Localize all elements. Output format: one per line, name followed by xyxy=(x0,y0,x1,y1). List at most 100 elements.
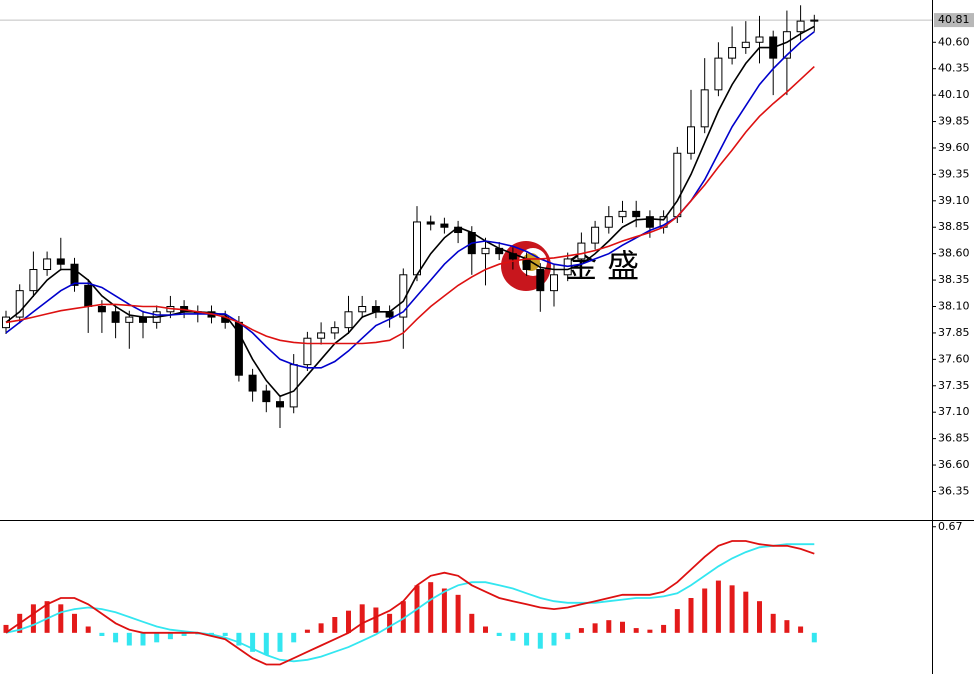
histogram-bar xyxy=(674,609,680,633)
histogram-bar xyxy=(743,591,749,633)
candle-body xyxy=(56,258,65,265)
y-tick-label: 39.60 xyxy=(938,141,970,154)
histogram-bar xyxy=(592,623,598,633)
histogram-bar xyxy=(441,588,447,633)
histogram-bar xyxy=(798,626,804,633)
candle-body xyxy=(413,221,421,276)
y-tick-label: 40.60 xyxy=(938,35,970,48)
histogram-bar xyxy=(263,632,269,655)
candle-body xyxy=(700,89,709,128)
histogram-bar xyxy=(757,601,762,633)
candle-body xyxy=(755,36,764,43)
candle-body xyxy=(371,306,380,313)
histogram-bar xyxy=(428,582,434,633)
histogram-bar xyxy=(304,629,310,633)
candle-body xyxy=(97,306,106,313)
histogram-bar xyxy=(620,621,625,633)
candle-body xyxy=(714,57,723,91)
histogram-bar xyxy=(113,632,119,643)
candle-body xyxy=(262,390,271,403)
y-tick-label: 36.85 xyxy=(938,432,970,445)
y-tick-label: 36.60 xyxy=(938,458,970,471)
candle-body xyxy=(782,31,791,59)
candle-body xyxy=(741,41,750,49)
histogram-bar xyxy=(770,613,776,633)
histogram-bar xyxy=(277,632,283,652)
candle-body xyxy=(426,221,435,225)
candle-body xyxy=(728,47,737,59)
candle-body xyxy=(550,274,558,292)
candle-body xyxy=(618,210,627,218)
histogram-bar xyxy=(332,617,338,633)
histogram-bar xyxy=(496,632,502,636)
histogram-bar xyxy=(346,610,351,633)
y-tick-label: 38.60 xyxy=(938,247,970,260)
moving-average xyxy=(5,25,815,398)
candle-body xyxy=(577,242,586,260)
histogram-bar xyxy=(85,626,91,633)
histogram-bar xyxy=(58,604,64,633)
candle-body xyxy=(276,401,284,408)
y-tick-label: 0.67 xyxy=(938,520,963,533)
candle-body xyxy=(536,269,545,292)
histogram-bar xyxy=(99,632,105,636)
macd-line xyxy=(5,543,815,663)
candle-body xyxy=(317,332,326,339)
histogram-bar xyxy=(181,632,187,636)
candle-body xyxy=(810,19,819,22)
macd-line xyxy=(5,540,815,666)
histogram-bar xyxy=(483,626,488,633)
histogram-bar xyxy=(524,632,530,646)
candle-body xyxy=(604,216,613,228)
candle-body xyxy=(289,364,298,408)
candle-body xyxy=(481,247,490,255)
candle-body xyxy=(673,152,682,218)
candle-body xyxy=(645,216,654,228)
histogram-bar xyxy=(291,632,297,643)
y-tick-label: 36.35 xyxy=(938,484,970,497)
histogram-bar xyxy=(222,632,228,636)
histogram-bar xyxy=(578,628,584,633)
histogram-bar xyxy=(715,580,721,633)
histogram-bar xyxy=(400,601,406,633)
y-tick-label: 39.35 xyxy=(938,167,970,180)
histogram-bar xyxy=(647,629,653,633)
candle-body xyxy=(15,290,24,318)
candle-body xyxy=(84,284,93,308)
candle-body xyxy=(358,306,367,313)
candle-body xyxy=(43,258,52,271)
y-tick-label: 38.35 xyxy=(938,273,970,286)
candle-body xyxy=(591,226,600,244)
histogram-bar xyxy=(387,613,393,633)
histogram-bar xyxy=(373,607,379,633)
candle-body xyxy=(303,337,312,366)
candle-body xyxy=(330,327,339,334)
histogram-bar xyxy=(167,632,173,640)
y-tick-label: 39.10 xyxy=(938,194,970,207)
histogram-bar xyxy=(44,601,50,633)
histogram-bar xyxy=(469,613,475,633)
histogram-bar xyxy=(784,620,790,633)
candle-body xyxy=(796,20,805,33)
histogram-bar xyxy=(811,632,817,643)
candle-body xyxy=(440,223,449,228)
histogram-bar xyxy=(510,632,516,641)
y-tick-label: 37.35 xyxy=(938,379,970,392)
histogram-bar xyxy=(250,632,256,652)
y-tick-label: 38.85 xyxy=(938,220,970,233)
candle-body xyxy=(248,374,257,392)
candle-body xyxy=(29,269,38,292)
histogram-bar xyxy=(661,624,667,633)
y-tick-label: 40.35 xyxy=(938,62,970,75)
histogram-bar xyxy=(140,632,146,646)
last-price-label: 40.81 xyxy=(938,13,970,26)
candle-body xyxy=(111,311,120,323)
histogram-bar xyxy=(702,588,708,633)
y-tick-label: 37.60 xyxy=(938,352,970,365)
histogram-bar xyxy=(3,624,9,633)
y-tick-label: 39.85 xyxy=(938,115,970,128)
moving-average xyxy=(5,66,815,345)
histogram-bar xyxy=(606,620,612,633)
histogram-bar xyxy=(565,632,571,640)
